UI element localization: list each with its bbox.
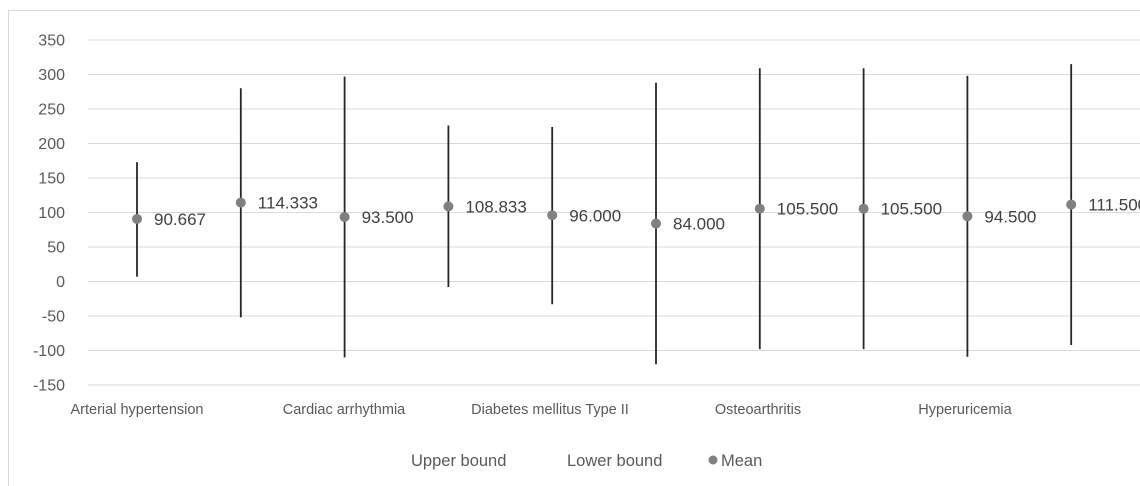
legend-lower-bound: Lower bound [567,452,662,470]
mean-point [339,211,350,222]
mean-point [754,203,765,214]
mean-point [858,203,869,214]
data-label: 93.500 [362,208,414,227]
data-label: 105.500 [777,200,838,219]
data-labels: 90.667 114.333 93.500 108.833 96.000 84.000 10… [154,194,1140,234]
mean-point [443,201,454,212]
x-axis-category-labels: Arterial hypertension Cardiac arrhythmia D… [71,402,1013,418]
x-category-label: Diabetes mellitus Type II [471,402,629,418]
legend-mean-marker [708,455,718,465]
y-tick-label: 200 [38,136,65,153]
gridlines [88,39,1140,386]
mean-point [547,210,558,221]
data-label: 114.333 [258,194,318,213]
mean-point [651,218,661,229]
data-label: 105.500 [881,200,942,219]
mean-point [962,211,973,222]
legend-mean: Mean [721,452,762,470]
mean-points [132,197,1077,229]
chart-frame [8,10,1140,486]
data-label: 108.833 [465,197,526,216]
y-tick-label: -100 [33,343,65,360]
mean-point [235,197,246,208]
legend-upper-bound: Upper bound [411,452,506,470]
legend: Upper bound Lower bound Mean [411,452,762,470]
y-tick-label: -50 [42,309,65,326]
y-tick-label: 0 [56,274,65,291]
mean-point [1066,199,1077,210]
data-label: 90.667 [154,210,206,229]
x-category-label: Osteoarthritis [715,402,801,418]
data-label: 84.000 [673,215,725,234]
data-label: 94.500 [984,207,1036,226]
data-label: 96.000 [569,206,621,225]
y-axis-ticks: 350 300 250 200 150 100 50 0 -50 -100 -150 [33,33,65,395]
y-tick-label: 300 [38,67,65,84]
y-tick-label: 250 [38,102,65,119]
y-tick-label: 150 [38,171,65,188]
data-label: 111.500 [1088,196,1140,215]
y-tick-label: 100 [38,205,65,222]
y-tick-label: -150 [33,378,65,395]
x-category-label: Hyperuricemia [918,402,1012,418]
x-category-label: Cardiac arrhythmia [283,402,406,418]
y-tick-label: 50 [47,240,65,257]
mean-point [132,213,142,224]
y-tick-label: 350 [38,33,65,50]
x-category-label: Arterial hypertension [71,402,204,418]
